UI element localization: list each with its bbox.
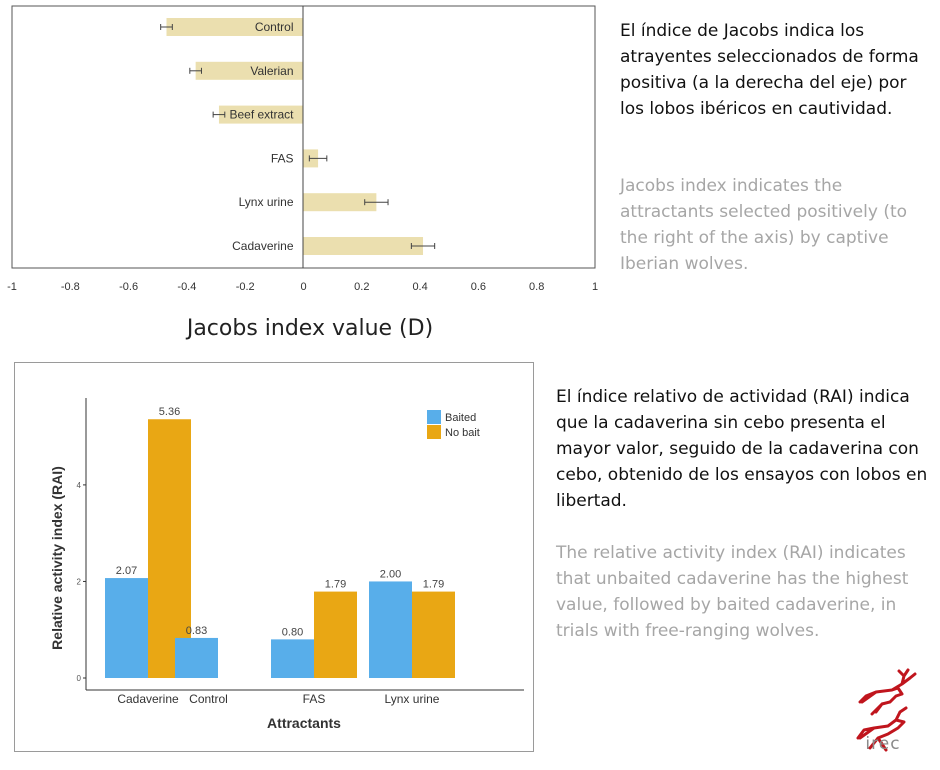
jacobs-x-axis-title: Jacobs index value (D) [185, 316, 433, 341]
legend-swatch-baited [427, 410, 441, 424]
jacobs-category-label: Cadaverine [232, 239, 294, 253]
jacobs-description-en: Jacobs index indicates the attractants s… [620, 176, 908, 274]
rai-category-label: FAS [303, 692, 326, 706]
rai-legend: Baited No bait [427, 410, 480, 439]
jacobs-description-es: El índice de Jacobs indica los atrayente… [620, 21, 919, 119]
rai-bar-baited-lynx-urine [369, 581, 412, 678]
jacobs-x-tick-label: -0.8 [61, 281, 80, 293]
rai-bar-baited-cadaverine [105, 578, 148, 678]
jacobs-category-label: FAS [271, 151, 294, 165]
jacobs-x-tick-label: -0.6 [119, 281, 138, 293]
irec-deer-logo-icon [856, 668, 917, 752]
irec-logo-text: irec [865, 734, 901, 754]
rai-description-en: The relative activity index (RAI) indica… [556, 543, 909, 641]
jacobs-bar-beef-extract [218, 105, 304, 124]
jacobs-x-tick-label: 0.6 [471, 281, 486, 293]
rai-y-tick-label: 2 [77, 577, 82, 586]
legend-label-no-bait: No bait [445, 427, 480, 439]
rai-bar-baited-fas [271, 639, 314, 678]
jacobs-bar-lynx-urine [303, 193, 377, 212]
rai-bar-no-bait-cadaverine [148, 419, 191, 678]
jacobs-category-label: Valerian [250, 64, 293, 78]
jacobs-index-chart: Control Valerian Beef extract FAS Lynx urine… [7, 5, 598, 341]
jacobs-x-tick-label: 1 [592, 281, 598, 293]
jacobs-x-tick-label: 0.4 [412, 281, 427, 293]
jacobs-bar-valerian [195, 61, 304, 80]
rai-bar-no-bait-lynx-urine [412, 591, 455, 678]
rai-category-label: Cadaverine [117, 692, 179, 706]
rai-x-axis-title: Attractants [267, 715, 341, 731]
jacobs-x-tick-label: 0.8 [529, 281, 544, 293]
rai-y-axis-title: Relative activity index (RAI) [49, 466, 65, 650]
jacobs-category-label: Lynx urine [239, 195, 294, 209]
jacobs-x-tick-label: -1 [7, 281, 17, 293]
jacobs-x-tick-label: 0.2 [354, 281, 369, 293]
jacobs-bar-cadaverine [303, 237, 424, 255]
jacobs-x-tick-label: 0 [300, 281, 306, 293]
rai-y-tick-label: 0 [77, 674, 82, 683]
rai-chart: 2.07 5.36 Cadaverine 0.83 Control 0.80 1.79 FAS… [14, 362, 534, 752]
rai-bar-baited-control [175, 637, 218, 678]
rai-data-label: 2.07 [116, 565, 137, 577]
rai-chart-frame [14, 362, 534, 752]
rai-bar-no-bait-fas [314, 591, 357, 678]
rai-category-label: Control [189, 692, 228, 706]
rai-category-label: Lynx urine [385, 692, 440, 706]
rai-description-es: El índice relativo de actividad (RAI) in… [556, 387, 928, 511]
jacobs-x-tick-label: -0.4 [177, 281, 196, 293]
rai-y-tick-label: 4 [77, 481, 82, 490]
rai-data-label: 1.79 [325, 579, 346, 591]
rai-data-label: 2.00 [380, 568, 401, 580]
jacobs-x-tick-label: -0.2 [236, 281, 255, 293]
jacobs-bar-control [166, 18, 304, 36]
jacobs-category-label: Beef extract [229, 108, 294, 122]
rai-data-label: 1.79 [423, 579, 444, 591]
legend-label-baited: Baited [445, 412, 476, 424]
rai-data-label: 0.80 [282, 626, 303, 638]
rai-data-label: 5.36 [159, 406, 180, 418]
rai-data-label: 0.83 [186, 625, 207, 637]
legend-swatch-no-bait [427, 425, 441, 439]
jacobs-category-label: Control [255, 20, 294, 34]
